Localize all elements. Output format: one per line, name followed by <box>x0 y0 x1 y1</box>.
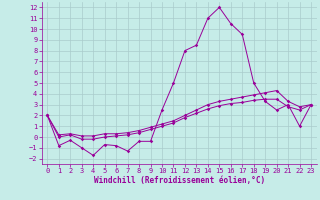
X-axis label: Windchill (Refroidissement éolien,°C): Windchill (Refroidissement éolien,°C) <box>94 176 265 185</box>
